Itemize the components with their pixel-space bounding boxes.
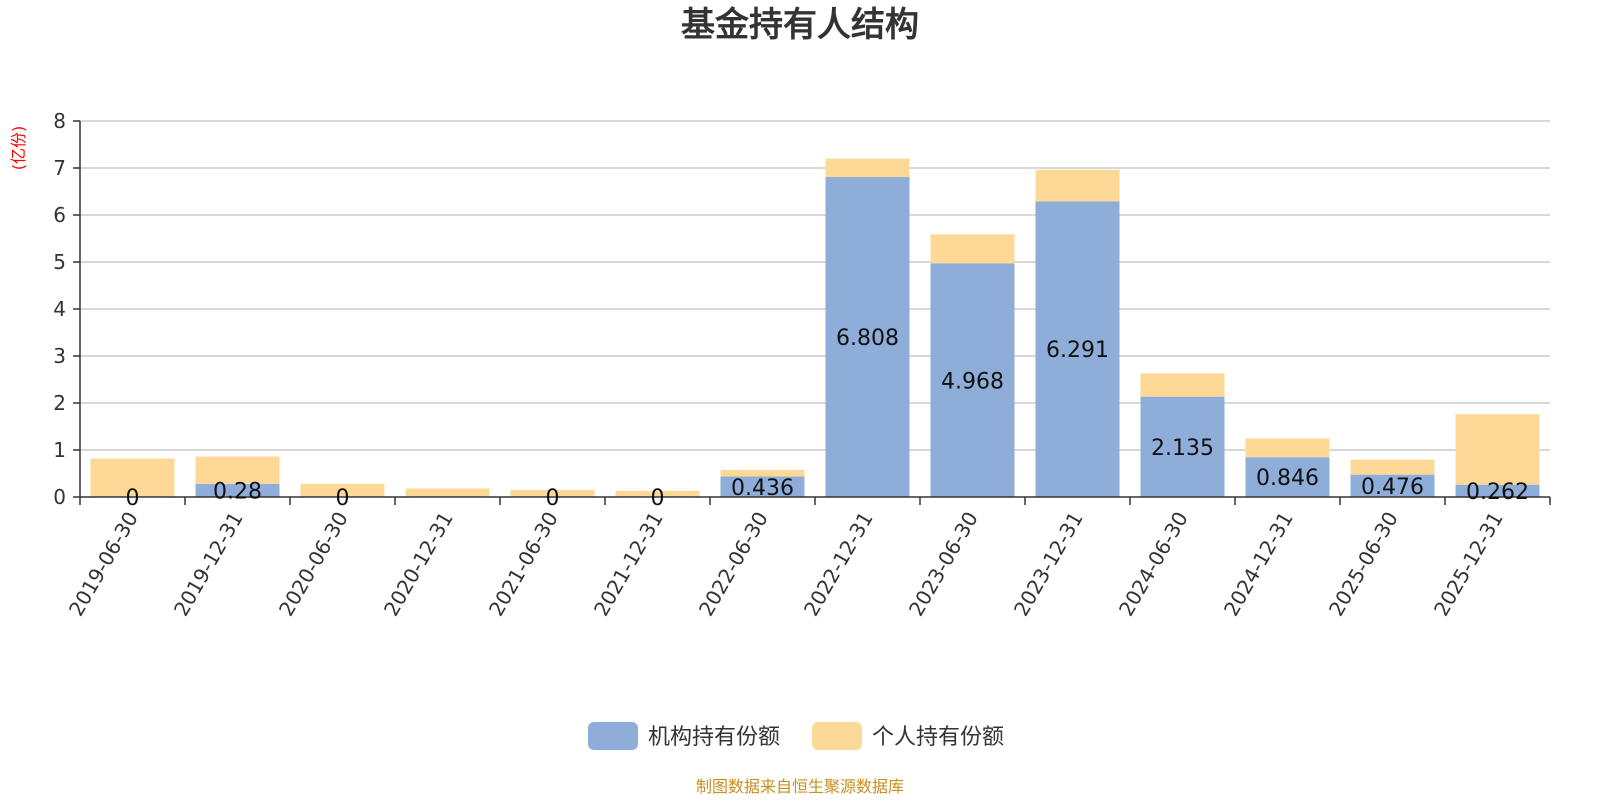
x-tick-label: 2020-12-31 [379,508,458,621]
y-tick-label: 0 [53,485,66,509]
data-label-institutional: 0 [336,486,350,511]
bar-individual[interactable] [825,158,910,178]
bar-individual[interactable] [1455,414,1540,485]
bar-institutional[interactable] [1140,396,1225,497]
x-tick-label: 2024-06-30 [1114,508,1193,621]
data-label-institutional: 0.436 [731,476,794,501]
data-label-institutional: 2.135 [1151,436,1214,461]
data-labels: 0 0.28 0 0 0 0.436 6.808 4.968 6.291 2.135 0.846 0.… [126,326,1529,511]
bar-individual[interactable] [90,458,175,497]
legend-label-individual[interactable]: 个人持有份额 [872,725,1004,750]
bar-institutional[interactable] [1035,201,1120,497]
axes: 0 1 2 3 4 5 6 7 8 2019-06-30 2019-12-31 2020-06-30 2… [53,109,1551,621]
data-label-institutional: 4.968 [941,369,1004,394]
legend-swatch-institutional[interactable] [588,722,638,750]
bar-individual[interactable] [1035,169,1120,202]
y-tick-label: 4 [53,297,66,321]
x-tick-label: 2019-12-31 [169,508,248,621]
legend: 机构持有份额 个人持有份额 [588,722,1004,750]
data-label-institutional: 0 [126,486,140,511]
grid-lines [80,120,1550,451]
y-tick-label: 7 [53,156,66,180]
data-source-note: 制图数据来自恒生聚源数据库 [696,777,904,796]
bar-institutional[interactable] [930,263,1015,497]
bar-individual[interactable] [615,490,700,497]
x-tick-label: 2023-06-30 [904,508,983,621]
bar-institutional[interactable] [1350,474,1435,497]
data-label-institutional: 0.846 [1256,466,1319,491]
data-label-institutional: 0.262 [1466,480,1529,505]
bar-individual[interactable] [405,488,490,497]
chart-title: 基金持有人结构 [681,5,919,45]
bar-individual[interactable] [1140,373,1225,397]
data-label-institutional: 0 [651,486,665,511]
bar-individual[interactable] [510,489,595,497]
y-tick-label: 2 [53,391,66,415]
data-label-institutional: 0.476 [1361,475,1424,500]
bar-individual[interactable] [300,483,385,497]
x-tick-label: 2025-12-31 [1429,508,1508,621]
bar-institutional[interactable] [195,483,280,497]
legend-swatch-individual[interactable] [812,722,862,750]
bar-series [90,158,1540,498]
bar-individual[interactable] [1350,459,1435,475]
bar-individual[interactable] [930,234,1015,264]
y-tick-label: 6 [53,203,66,227]
y-tick-label: 1 [53,438,66,462]
x-tick-label: 2022-06-30 [694,508,773,621]
data-label-institutional: 6.808 [836,326,899,351]
data-label-institutional: 0 [546,486,560,511]
x-tick-label: 2019-06-30 [64,508,143,621]
x-tick-label: 2022-12-31 [799,508,878,621]
bar-institutional[interactable] [1455,484,1540,497]
x-tick-label: 2021-12-31 [589,508,668,621]
data-label-institutional: 6.291 [1046,338,1109,363]
x-tick-label: 2023-12-31 [1009,508,1088,621]
x-tick-label: 2025-06-30 [1324,508,1403,621]
x-tick-label: 2021-06-30 [484,508,563,621]
bar-institutional[interactable] [825,177,910,498]
bar-individual[interactable] [1245,438,1330,458]
x-tick-label: 2020-06-30 [274,508,353,621]
bar-institutional[interactable] [1245,457,1330,497]
legend-label-institutional[interactable]: 机构持有份额 [648,725,780,750]
y-tick-label: 5 [53,250,66,274]
y-axis-unit-label: (亿份) [9,126,28,171]
y-tick-label: 3 [53,344,66,368]
data-label-institutional: 0.28 [213,479,262,504]
bar-institutional[interactable] [720,476,805,497]
bar-individual[interactable] [195,456,280,484]
y-tick-label: 8 [53,109,66,133]
bar-individual[interactable] [720,469,805,477]
x-tick-label: 2024-12-31 [1219,508,1298,621]
